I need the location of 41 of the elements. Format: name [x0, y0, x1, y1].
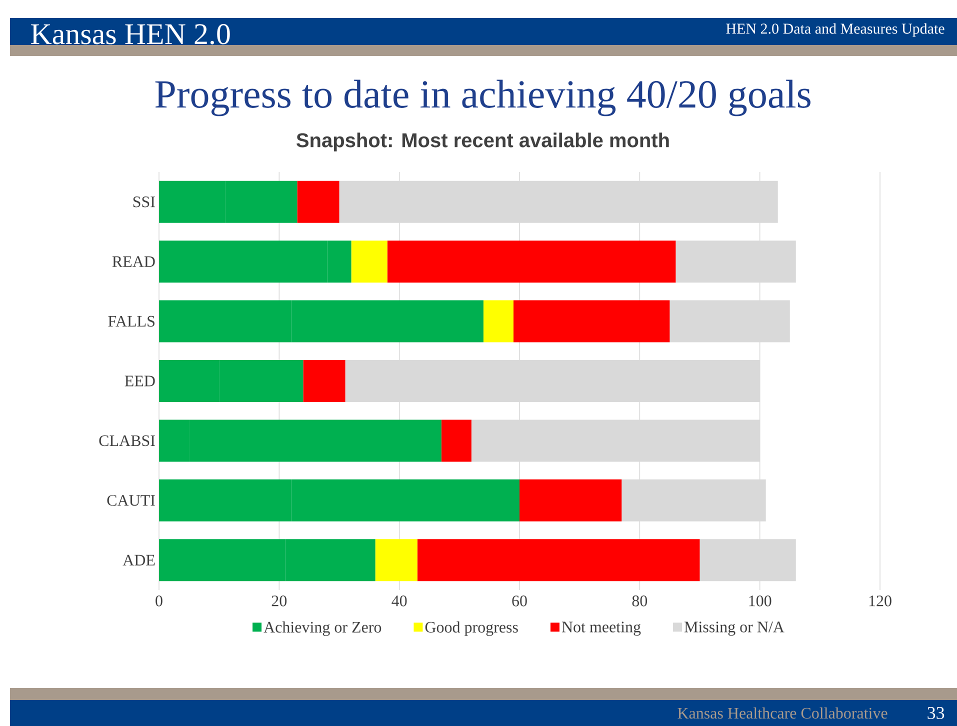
x-tick-label: 0 [156, 596, 162, 606]
bar [670, 300, 790, 342]
y-tick-label: READ [112, 256, 155, 267]
bar [387, 240, 676, 283]
x-tick-label: 100 [749, 596, 772, 606]
x-tick-label: 20 [272, 596, 287, 606]
bar [676, 240, 796, 283]
x-tick-label: 40 [392, 596, 407, 606]
text: Kansas HEN 2.0 [31, 24, 230, 44]
bar [351, 240, 388, 283]
bar [471, 420, 760, 462]
legend-label: Not meeting [562, 622, 641, 636]
bar [345, 360, 760, 402]
bar [417, 539, 700, 582]
y-tick-label: FALLS [108, 316, 154, 327]
legend-label: Good progress [425, 621, 518, 636]
y-tick-label: CLABSI [99, 435, 155, 446]
bar [622, 479, 766, 522]
bar [520, 479, 622, 522]
bar [700, 539, 796, 582]
chart-subtitle: Snapshot: Most recent available month [296, 132, 669, 152]
y-tick-label: ADE [122, 554, 155, 566]
bar [441, 420, 472, 462]
legend-label: Achieving or Zero [264, 621, 382, 636]
y-tick-label: SSI [133, 196, 155, 208]
bar [297, 180, 340, 223]
x-tick-label: 60 [512, 596, 527, 606]
x-tick-label: 120 [869, 596, 892, 606]
text: HEN 2.0 Data and Measures Update [726, 23, 944, 37]
text: Kansas Healthcare Collaborative [678, 707, 888, 719]
y-tick-label: EED [124, 376, 155, 386]
bar [339, 180, 778, 223]
bar [303, 360, 346, 402]
legend-label: Missing or N/A [684, 622, 784, 636]
text: 33 [928, 706, 944, 720]
chart-title: Progress to date in achieving 40/20 goals [155, 80, 810, 116]
y-tick-label: CAUTI [107, 495, 155, 506]
bar [514, 300, 670, 342]
bar [483, 300, 514, 342]
bar [375, 539, 418, 582]
x-tick-label: 80 [632, 596, 648, 606]
